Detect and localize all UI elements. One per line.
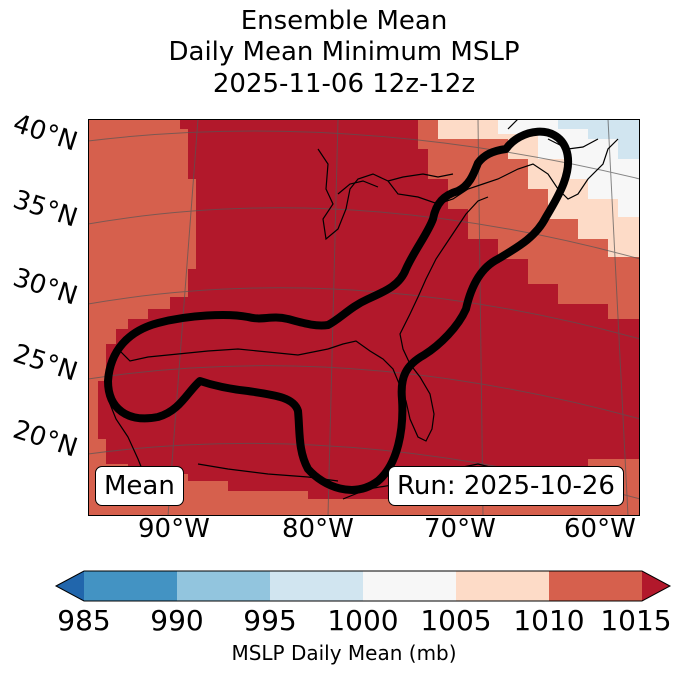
lon-label-90: 90°W	[138, 514, 210, 544]
colorbar-segment-985	[84, 571, 177, 601]
colorbar-label: MSLP Daily Mean (mb)	[231, 641, 457, 665]
colorbar-tick-990: 990	[150, 604, 204, 637]
lat-label-25: 25°N	[9, 338, 81, 388]
colorbar-segment-1000	[363, 571, 456, 601]
colorbar-extend-high	[642, 571, 670, 601]
lat-label-35: 35°N	[9, 184, 81, 234]
colorbar-tick-985: 985	[57, 604, 111, 637]
run-label: Run: 2025-10-26	[388, 466, 624, 506]
colorbar-segment-995	[270, 571, 363, 601]
lon-label-80: 80°W	[282, 514, 354, 544]
map-panel	[88, 119, 640, 516]
title-line-1: Ensemble Mean	[240, 6, 448, 36]
map-frame	[88, 119, 640, 516]
colorbar-tick-995: 995	[243, 604, 297, 637]
title-line-2: Daily Mean Minimum MSLP	[168, 37, 520, 67]
colorbar-segment-1010	[549, 571, 642, 601]
colorbar-tick-1000: 1000	[327, 604, 399, 637]
colorbar-tick-1015: 1015	[600, 604, 672, 637]
colorbar-extend-low	[56, 571, 84, 601]
colorbar-tick-1005: 1005	[420, 604, 492, 637]
field-1000	[488, 119, 640, 217]
lon-label-70: 70°W	[424, 514, 496, 544]
lat-label-40: 40°N	[9, 108, 81, 158]
colorbar-segment-990	[177, 571, 270, 601]
lat-label-20: 20°N	[9, 414, 81, 464]
colorbar-tick-1010: 1010	[513, 604, 585, 637]
lat-label-30: 30°N	[9, 262, 81, 312]
mean-label: Mean	[95, 466, 184, 506]
title-line-3: 2025-11-06 12z-12z	[212, 69, 476, 99]
colorbar	[54, 570, 672, 602]
field-995	[558, 119, 640, 159]
colorbar-segment-1005	[456, 571, 549, 601]
contour-outline	[104, 127, 573, 494]
lon-label-60: 60°W	[564, 514, 636, 544]
